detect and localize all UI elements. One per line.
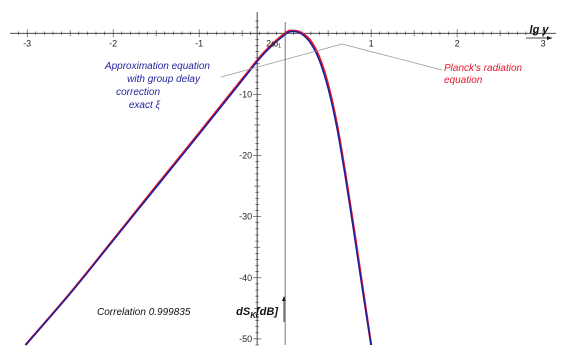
y-tick-label: -10 xyxy=(239,89,252,99)
marker-label: 2ω₁ xyxy=(266,38,281,48)
planck-leader-line xyxy=(341,43,443,71)
approx-label-line-1: Approximation equation xyxy=(104,61,211,72)
series-group xyxy=(24,29,373,346)
y-axis-label-sub: K xyxy=(250,311,257,320)
planck-label-line-2: equation xyxy=(444,75,483,86)
x-tick-label: 2 xyxy=(455,38,460,48)
planck-label-line-1: Planck's radiation xyxy=(444,63,523,74)
y-axis-label-main: S xyxy=(243,306,251,318)
y-tick-label: -40 xyxy=(239,273,252,283)
x-tick-label: -3 xyxy=(23,38,31,48)
y-axis-label: dSK[dB] xyxy=(236,306,278,320)
y-tick-label: -30 xyxy=(239,212,252,222)
approx-label-line-2: with group delay xyxy=(127,74,201,85)
y-axis-label-suffix: [dB] xyxy=(255,306,278,318)
x-axis-label: lg y xyxy=(530,24,550,36)
approx-label-line-3: correction xyxy=(116,87,160,98)
series-line-approximation xyxy=(24,30,372,346)
y-tick-label: -50 xyxy=(239,334,252,344)
approx-label-line-4: exact ξ xyxy=(129,100,161,111)
approx-leader-line xyxy=(220,43,343,78)
x-tick-label: -1 xyxy=(195,38,203,48)
x-tick-label: 1 xyxy=(369,38,374,48)
x-tick-label: -2 xyxy=(109,38,117,48)
axes xyxy=(10,12,556,345)
x-tick-label: 3 xyxy=(541,38,546,48)
y-tick-label: -20 xyxy=(239,151,252,161)
y-axis-label-prefix: d xyxy=(236,306,243,318)
x-axis-label-arrowhead xyxy=(547,36,552,40)
axis-ticks: -3 -2 -1 1 2 3 -10 -20 -30 -40 -50 xyxy=(18,20,546,346)
marker-2-omega-1: 2ω₁ xyxy=(266,22,286,345)
correlation-label: Correlation 0.999835 xyxy=(97,307,191,318)
